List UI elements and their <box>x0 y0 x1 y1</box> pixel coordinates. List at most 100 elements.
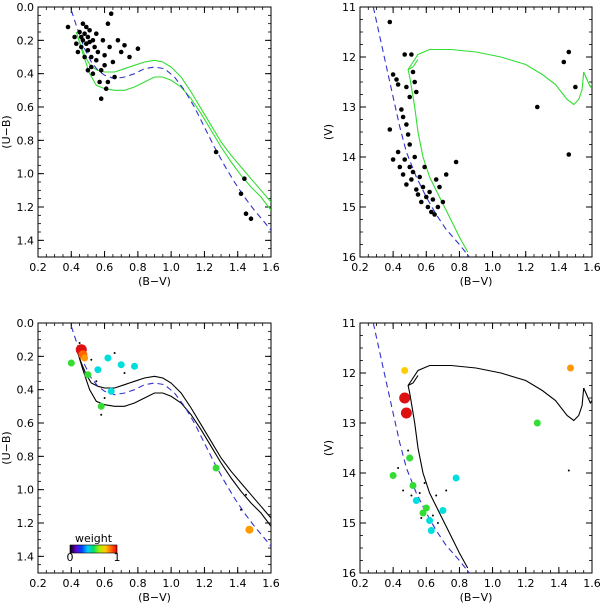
star-point <box>82 31 87 36</box>
star-point <box>84 371 92 379</box>
star-point <box>89 54 94 60</box>
star-point <box>422 164 427 170</box>
star-point <box>118 49 124 55</box>
plot-frame <box>359 6 593 258</box>
star-point <box>77 29 82 35</box>
y-tick-label: 0.2 <box>17 34 35 47</box>
x-axis-label: (B−V) <box>138 275 171 288</box>
star-point <box>117 361 125 369</box>
star-point <box>427 527 435 534</box>
star-point <box>566 49 572 55</box>
curve-ZAMS <box>70 326 271 547</box>
x-tick-label: 1.0 <box>484 577 502 590</box>
y-tick-label: 16 <box>342 567 356 580</box>
star-point <box>404 182 409 187</box>
star-point <box>567 469 570 472</box>
star-point <box>406 454 414 462</box>
x-tick-label: 0.8 <box>129 577 147 590</box>
star-point <box>387 19 393 25</box>
star-point <box>100 413 103 416</box>
star-point <box>432 212 437 217</box>
y-tick-label: 12 <box>342 367 356 380</box>
star-point <box>395 149 401 155</box>
star-point <box>395 82 401 87</box>
x-tick-label: 0.4 <box>63 577 81 590</box>
star-point <box>414 89 419 95</box>
star-point <box>78 342 81 344</box>
star-point <box>85 68 91 73</box>
star-point <box>418 492 421 494</box>
x-tick-label: 1.6 <box>583 577 600 590</box>
y-tick-label: 0.6 <box>17 101 35 114</box>
star-point <box>97 402 105 410</box>
star-point <box>399 107 404 112</box>
star-point <box>390 72 396 77</box>
star-point <box>410 69 416 75</box>
star-point <box>127 54 132 60</box>
y-tick-label: 15 <box>342 201 356 214</box>
y-tick-label: 0.8 <box>17 134 35 147</box>
x-axis-label: (B−V) <box>460 591 493 604</box>
star-point <box>409 482 417 489</box>
x-tick-label: 1.0 <box>484 261 502 274</box>
star-point <box>440 199 446 205</box>
curves <box>372 7 592 257</box>
star-point <box>400 172 406 177</box>
y-tick-label: 14 <box>342 151 356 164</box>
y-tick-label: 11 <box>342 1 356 14</box>
star-point <box>452 474 460 482</box>
star-point <box>107 44 112 50</box>
colorbar-max-label: 1 <box>114 551 121 564</box>
star-point <box>389 472 397 479</box>
star-point <box>412 79 418 85</box>
curve-isochrone-hook <box>583 387 592 405</box>
y-tick-label: 0.6 <box>17 417 35 430</box>
star-point <box>85 34 91 40</box>
curve-isochrone <box>407 364 585 569</box>
star-point <box>105 79 111 85</box>
star-point <box>82 54 87 60</box>
star-point <box>410 494 413 497</box>
star-point <box>100 38 106 43</box>
star-point <box>102 53 107 58</box>
y-tick-label: 16 <box>342 251 356 264</box>
x-tick-label: 0.2 <box>351 261 369 274</box>
curve-isochrone-lower <box>75 31 271 211</box>
star-point <box>415 192 421 197</box>
panel-p2: 0.2 0.4 0.6 0.8 1.0 1.2 1.4 1.6 11 12 13 14 15 16 (B−V… <box>322 1 600 288</box>
star-point <box>104 354 112 362</box>
plot-frame <box>37 6 272 258</box>
y-axis-label: (V) <box>322 124 335 140</box>
star-point <box>437 184 442 190</box>
star-point <box>112 74 117 80</box>
x-tick-label: 1.0 <box>162 577 180 590</box>
y-tick-label: 11 <box>342 317 356 330</box>
star-point <box>75 49 81 55</box>
star-point <box>79 44 84 50</box>
star-point <box>245 493 247 496</box>
star-point <box>399 392 411 404</box>
star-point <box>561 59 567 65</box>
star-point <box>401 367 409 374</box>
star-point <box>443 172 449 177</box>
x-axis-label: (B−V) <box>460 275 493 288</box>
stars <box>387 19 578 217</box>
star-point <box>417 174 423 180</box>
x-tick-label: 0.8 <box>451 261 469 274</box>
star-point <box>400 114 406 120</box>
colorbar-bar <box>69 544 118 554</box>
y-tick-label: 1.2 <box>17 517 35 530</box>
star-point <box>400 407 412 419</box>
y-tick-label: 0.0 <box>17 317 35 330</box>
star-point <box>453 159 459 165</box>
star-point <box>74 41 79 46</box>
x-tick-label: 1.2 <box>196 577 214 590</box>
star-point <box>431 514 434 517</box>
y-axis-label: (U−B) <box>0 115 13 148</box>
y-axis-label: (V) <box>322 440 335 456</box>
curve-ZAMS <box>372 323 470 573</box>
star-point <box>97 79 102 85</box>
x-tick-label: 0.2 <box>351 577 369 590</box>
star-point <box>420 184 426 190</box>
